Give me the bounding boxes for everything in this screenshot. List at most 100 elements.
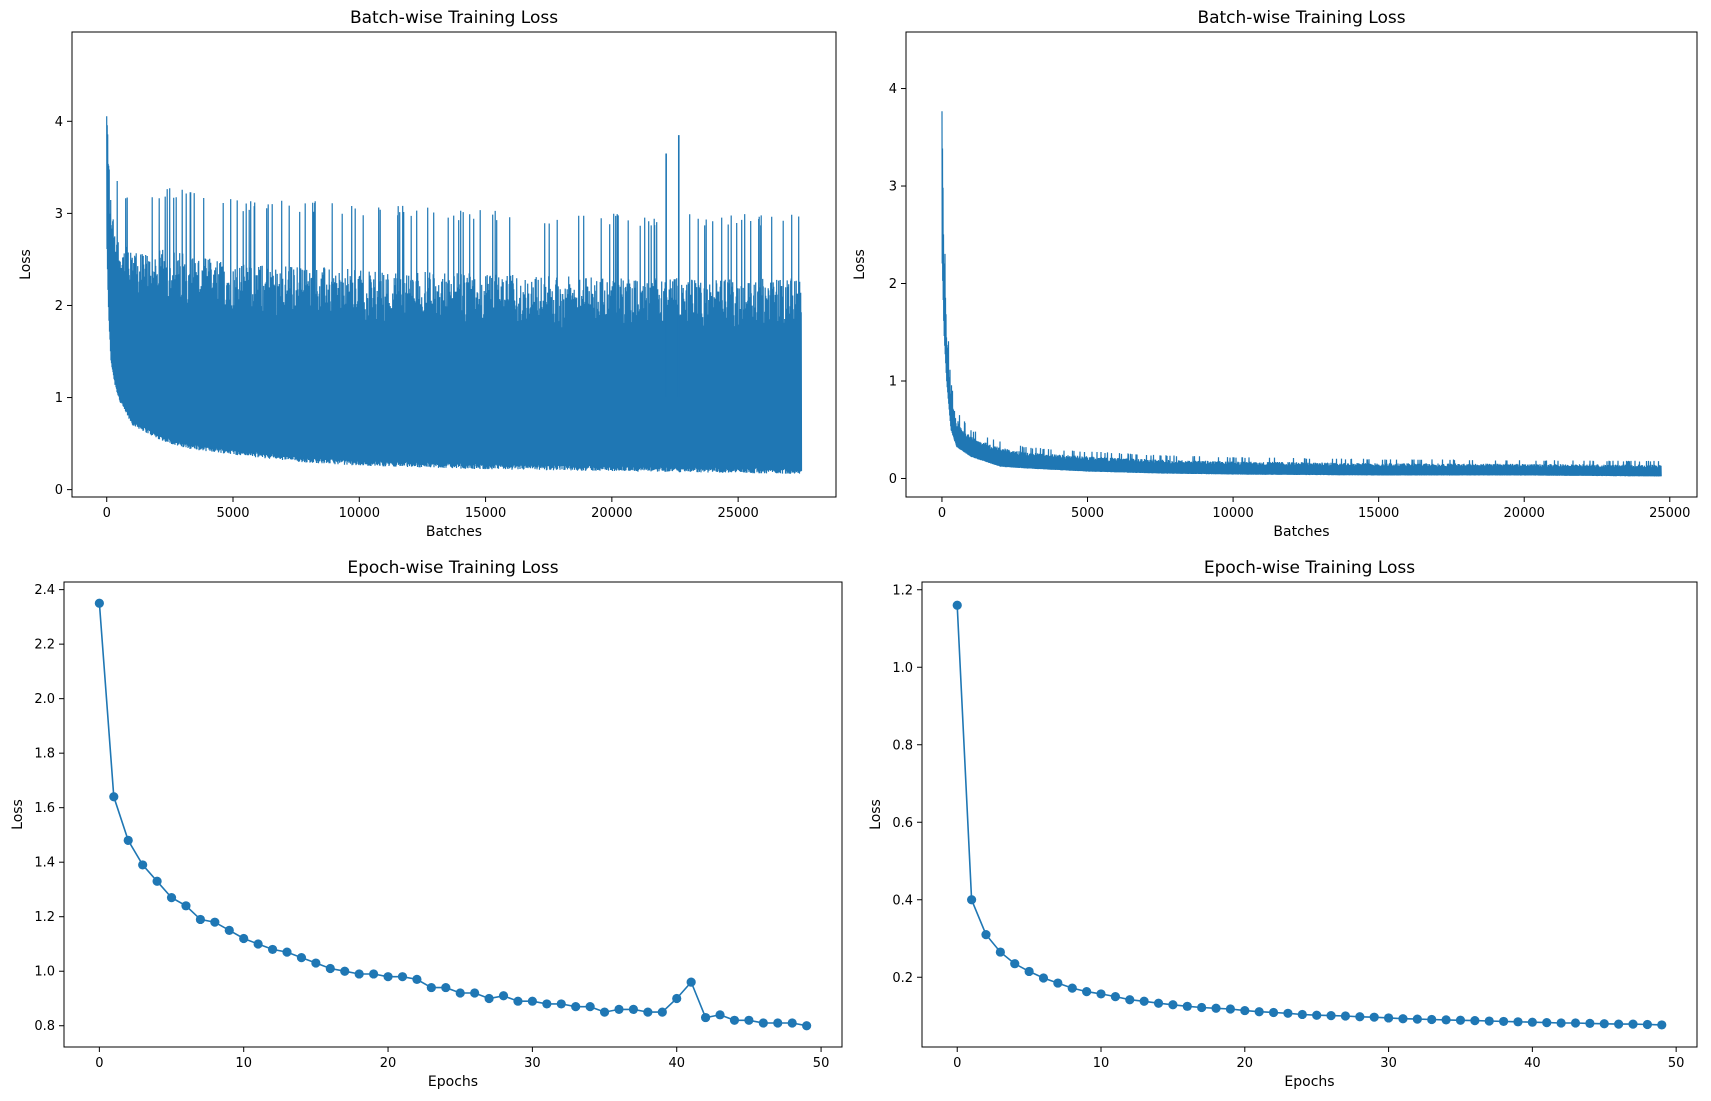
x-tick-label: 25000 [717,506,758,521]
loss-point [1484,1016,1494,1026]
loss-point [527,996,537,1006]
loss-point [542,999,552,1009]
loss-point [1082,986,1092,997]
loss-point [484,993,494,1004]
axes-frame [63,581,843,1048]
plot-area [94,598,812,1031]
x-axis-label: Batches [426,524,482,540]
plot-area [952,600,1667,1030]
chart-batch-left: Batch-wise Training Loss 0 5000 10000 15000 2… [18,8,837,540]
y-tick-label: 1.8 [34,747,55,762]
loss-point [967,895,977,905]
loss-point [282,947,292,957]
loss-point [1585,1018,1595,1028]
x-axis-label: Batches [1273,524,1329,540]
loss-point [1542,1017,1552,1028]
loss-point [1427,1014,1437,1025]
loss-point [94,598,104,608]
loss-point [1369,1012,1379,1022]
chart-title: Epoch-wise Training Loss [347,558,558,578]
loss-point [455,988,465,998]
loss-point [1268,1007,1279,1018]
loss-point [773,1018,783,1028]
loss-point [628,1004,639,1014]
loss-line [941,111,1662,477]
loss-point [1527,1017,1537,1027]
loss-point [1024,966,1034,977]
x-tick-label: 5000 [216,506,249,521]
loss-point [758,1018,768,1028]
loss-point [296,952,307,963]
plot-area [106,116,803,474]
y-tick-label: 0.6 [892,816,913,831]
loss-point [1570,1018,1581,1028]
loss-point [1499,1016,1509,1027]
y-tick-label: 2.2 [34,638,55,653]
loss-point [1067,983,1077,993]
x-tick-label: 15000 [465,506,506,521]
loss-point [802,1021,812,1031]
chart-title: Epoch-wise Training Loss [1204,558,1415,578]
loss-point [1355,1012,1365,1022]
x-axis-label: Epochs [1284,1074,1334,1090]
x-tick-label: 0 [938,506,946,521]
y-tick-label: 4 [55,115,63,130]
y-tick-label: 2.4 [34,583,55,598]
loss-point [397,972,408,982]
loss-point [1283,1008,1293,1018]
loss-point [599,1007,610,1017]
loss-point [123,835,133,845]
loss-point [1412,1014,1422,1024]
loss-point [1297,1009,1307,1020]
loss-point [1125,995,1135,1005]
x-tick-label: 10000 [1212,506,1253,521]
loss-point [369,969,379,979]
axes-frame [71,31,837,498]
loss-point [614,1004,624,1014]
loss-point [1642,1019,1652,1030]
loss-point [210,917,220,927]
chart-batch-right: Batch-wise Training Loss 0 5000 10000 15000 2… [852,8,1698,540]
loss-point [556,999,566,1009]
loss-point [426,982,436,993]
loss-point [138,860,148,870]
x-tick-label: 10000 [339,506,380,521]
loss-point [1340,1011,1351,1021]
loss-point [1110,992,1120,1002]
loss-point [441,982,451,993]
loss-point [1182,1001,1192,1011]
loss-point [672,993,682,1004]
loss-point [1599,1019,1609,1029]
loss-point [195,914,206,925]
loss-point [744,1015,754,1025]
x-tick-label: 40 [1524,1056,1541,1071]
x-tick-label: 10 [235,1056,252,1071]
x-tick-label: 15000 [1358,506,1399,521]
x-tick-label: 50 [813,1056,830,1071]
loss-point [981,930,991,940]
loss-point [267,944,278,955]
y-axis-label: Loss [852,249,868,280]
y-tick-label: 1.0 [892,661,913,676]
loss-point [1513,1017,1523,1027]
y-tick-label: 0.4 [892,893,913,908]
y-tick-label: 0 [55,483,63,498]
loss-point [1153,998,1164,1008]
loss-point [1312,1010,1322,1020]
y-axis-label: Loss [10,799,26,830]
chart-epoch-right: Epoch-wise Training Loss 0 10 20 30 40 50 0.2 0.… [868,558,1698,1090]
y-tick-label: 1.0 [34,965,55,980]
x-tick-label: 40 [668,1056,685,1071]
y-tick-label: 1.2 [34,910,55,925]
loss-point [715,1010,725,1020]
loss-point [686,977,696,987]
loss-point [224,925,234,935]
x-tick-label: 5000 [1071,506,1104,521]
loss-point [1038,973,1049,983]
loss-point [181,901,191,911]
x-axis-label: Epochs [428,1074,478,1090]
x-tick-label: 0 [953,1056,961,1071]
y-tick-label: 1.2 [892,583,913,598]
loss-point [952,600,962,610]
